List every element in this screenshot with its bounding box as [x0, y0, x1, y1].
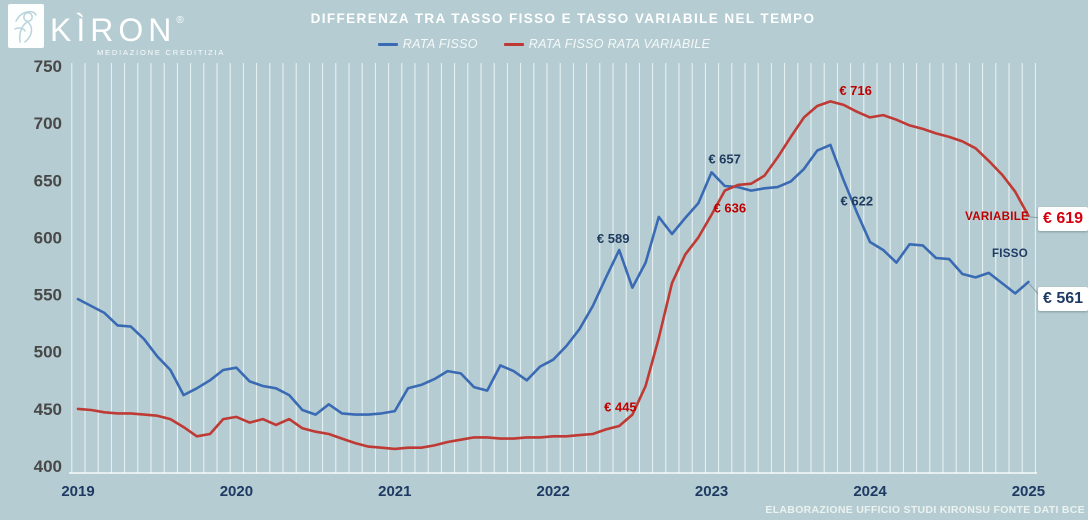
annotation-657: € 657 — [708, 151, 741, 166]
annotation-636: € 636 — [714, 201, 747, 216]
x-tick-label: 2024 — [853, 483, 887, 500]
variabile-legend-label: RATA FISSO RATA VARIABILE — [528, 37, 711, 51]
x-tick-label: 2025 — [1012, 483, 1045, 500]
y-tick-label: 500 — [34, 343, 62, 362]
annotation-445: € 445 — [604, 400, 637, 415]
x-tick-label: 2019 — [61, 483, 94, 500]
y-tick-label: 650 — [34, 171, 62, 190]
kiron-logo-icon — [8, 4, 44, 48]
x-tick-label: 2020 — [220, 483, 253, 500]
y-tick-label: 550 — [34, 286, 62, 305]
annotation-622: € 622 — [841, 193, 874, 208]
fisso-legend-swatch-icon — [377, 42, 398, 46]
kiron-logo: KÌRON® MEDIAZIONE CREDITIZIA — [8, 4, 225, 57]
chart-title: DIFFERENZA TRA TASSO FISSO E TASSO VARIA… — [310, 11, 816, 26]
sketch-figure-icon — [14, 10, 37, 43]
variabile-series-tag: VARIABILE — [965, 211, 1029, 223]
registered-mark: ® — [176, 15, 184, 26]
variabile-value-box: € 619 — [1038, 207, 1088, 231]
x-tick-label: 2022 — [537, 483, 570, 500]
annotation-716: € 716 — [839, 83, 872, 98]
series-line-rata-variabile — [76, 100, 1030, 451]
y-tick-label: 700 — [34, 114, 62, 133]
series-line-rata-fisso — [76, 143, 1030, 416]
fisso-series-tag: FISSO — [991, 248, 1028, 260]
gridlines — [71, 63, 1036, 473]
y-tick-label: 600 — [34, 228, 62, 247]
y-tick-label: 450 — [34, 400, 62, 419]
brand-name: KÌRON® — [50, 12, 184, 48]
source-credit: ELABORAZIONE UFFICIO STUDI KIRONSU FONTE… — [765, 504, 1085, 516]
y-tick-label: 750 — [34, 57, 62, 76]
legend-item-variabile: RATA FISSO RATA VARIABILE — [503, 37, 711, 51]
fisso-legend-label: RATA FISSO — [402, 37, 478, 51]
brand-tagline: MEDIAZIONE CREDITIZIA — [97, 48, 226, 57]
x-tick-label: 2023 — [695, 483, 728, 500]
chart-legend: RATA FISSO RATA FISSO RATA VARIABILE — [0, 37, 1088, 51]
annotation-589: € 589 — [597, 231, 630, 246]
x-tick-label: 2021 — [378, 483, 411, 500]
y-tick-label: 400 — [34, 457, 62, 476]
kiron-logo-text: KÌRON® MEDIAZIONE CREDITIZIA — [50, 4, 225, 57]
legend-item-fisso: RATA FISSO — [377, 37, 478, 51]
fisso-value-box: € 561 — [1038, 287, 1088, 311]
variabile-legend-swatch-icon — [503, 42, 524, 46]
